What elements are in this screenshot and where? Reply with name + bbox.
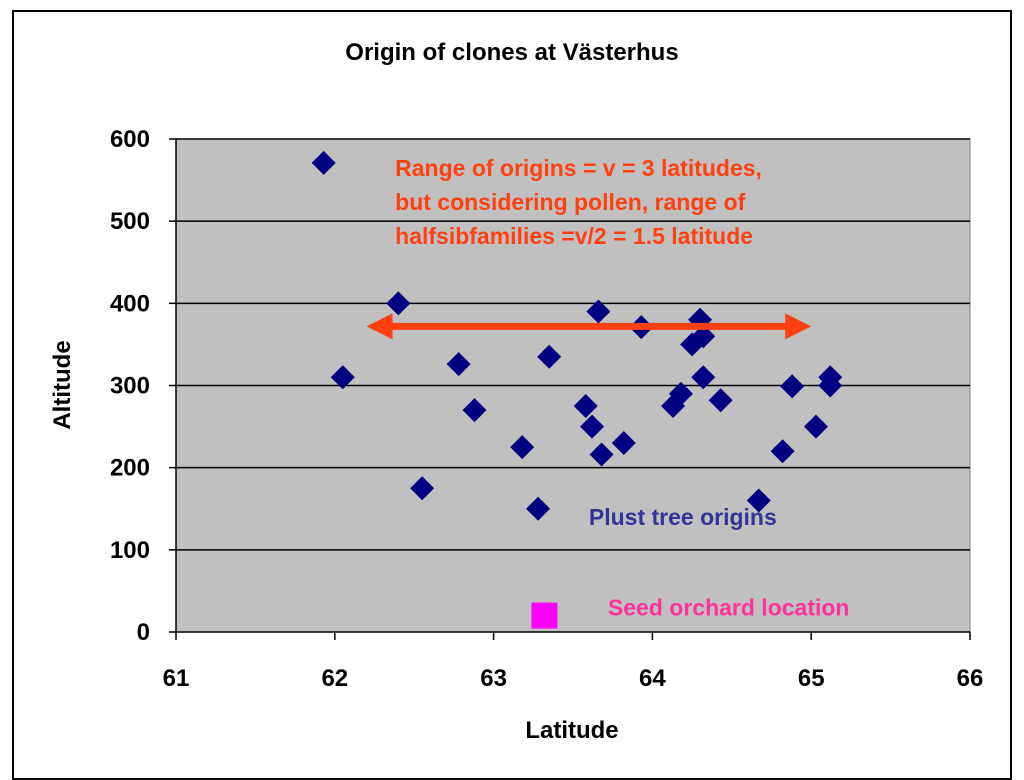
data-point-diamond	[770, 439, 795, 464]
axes	[175, 139, 971, 640]
data-point-diamond	[586, 299, 611, 324]
y-tick-label: 0	[137, 619, 150, 646]
data-point-diamond	[611, 431, 636, 456]
data-point-diamond	[580, 414, 605, 439]
arrow-head-right	[785, 313, 812, 340]
arrow-head-left	[366, 313, 393, 340]
annotation-text: Seed orchard location	[608, 595, 850, 621]
data-point-diamond	[526, 496, 551, 521]
data-point-diamond	[691, 365, 716, 390]
annotation-line: Range of origins = v = 3 latitudes,	[395, 155, 762, 181]
data-points	[311, 150, 843, 629]
data-point-diamond	[537, 344, 562, 369]
x-tick-label: 62	[321, 665, 348, 692]
annotation-line: halfsibfamilies =v/2 = 1.5 latitude	[395, 223, 753, 249]
x-tick-label: 66	[957, 665, 984, 692]
y-tick-label: 500	[110, 208, 150, 235]
annotations: Range of origins = v = 3 latitudes, but c…	[395, 155, 849, 621]
data-point-diamond	[818, 373, 843, 398]
data-point-diamond	[311, 150, 336, 175]
data-point-diamond	[589, 442, 614, 467]
range-arrow	[366, 313, 812, 340]
x-tick-label: 64	[639, 665, 666, 692]
x-axis-label: Latitude	[525, 717, 618, 744]
data-point-square	[531, 602, 558, 629]
data-point-diamond	[386, 291, 411, 316]
annotation-text: Plust tree origins	[589, 504, 777, 530]
data-point-diamond	[573, 394, 598, 419]
data-point-diamond	[510, 435, 535, 460]
annotation-text: Range of origins = v = 3 latitudes, but c…	[395, 155, 762, 249]
x-tick-label: 65	[798, 665, 825, 692]
y-tick-label: 400	[110, 290, 150, 317]
annotation-line: Seed orchard location	[608, 595, 850, 621]
y-tick-labels: 0 100 200 300 400 500 600	[110, 126, 150, 646]
data-point-diamond	[803, 414, 828, 439]
y-axis-label: Altitude	[49, 340, 76, 429]
annotation-line: but considering pollen, range of	[395, 189, 745, 215]
data-point-diamond	[708, 388, 733, 413]
data-point-diamond	[746, 488, 771, 513]
data-point-diamond	[462, 398, 487, 423]
x-tick-labels: 61 62 63 64 65 66	[163, 665, 984, 692]
x-tick-label: 61	[163, 665, 190, 692]
x-tick-label: 63	[480, 665, 507, 692]
chart-title: Origin of clones at Västerhus	[345, 39, 678, 66]
y-tick-label: 300	[110, 373, 150, 400]
gridlines	[169, 138, 970, 633]
data-point-diamond	[780, 374, 805, 399]
data-point-diamond	[446, 352, 471, 377]
data-point-diamond	[410, 476, 435, 501]
y-tick-label: 100	[110, 537, 150, 564]
data-point-diamond	[691, 324, 716, 349]
data-point-diamond	[668, 381, 693, 406]
annotation-line: Plust tree origins	[589, 504, 777, 530]
y-tick-label: 600	[110, 126, 150, 153]
data-point-diamond	[330, 365, 355, 390]
y-tick-label: 200	[110, 455, 150, 482]
